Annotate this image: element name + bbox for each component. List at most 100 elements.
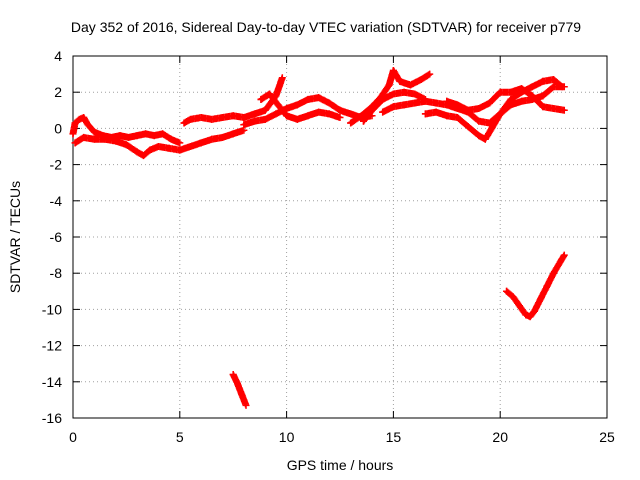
data-point xyxy=(159,130,167,138)
data-point xyxy=(528,92,536,100)
data-point xyxy=(278,74,286,82)
data-point xyxy=(475,104,483,112)
y-tick-label: -10 xyxy=(42,301,62,317)
data-point xyxy=(208,135,216,143)
data-point xyxy=(315,94,323,102)
data-point xyxy=(219,114,227,122)
series-arc-11 xyxy=(229,371,250,409)
data-point xyxy=(550,76,558,84)
series-arc-10 xyxy=(443,85,568,114)
data-point xyxy=(560,251,568,259)
data-point xyxy=(389,90,397,98)
data-point xyxy=(443,112,451,120)
data-point xyxy=(283,112,291,120)
data-point xyxy=(261,106,269,114)
series-arc-2 xyxy=(71,126,248,160)
series-arc-4 xyxy=(240,94,376,129)
data-point xyxy=(379,95,387,103)
data-point xyxy=(229,130,237,138)
data-point xyxy=(180,119,188,127)
y-tick-label: -8 xyxy=(50,265,63,281)
data-series xyxy=(69,66,568,409)
data-point xyxy=(486,99,494,107)
data-point xyxy=(304,95,312,103)
data-point xyxy=(558,83,566,91)
data-point xyxy=(396,77,404,85)
data-point xyxy=(421,97,429,105)
data-point xyxy=(464,106,472,114)
y-tick-label: -4 xyxy=(50,193,63,209)
y-tick-label: -16 xyxy=(42,410,62,426)
x-tick-label: 5 xyxy=(176,429,184,445)
data-point xyxy=(122,141,130,149)
data-point xyxy=(539,103,547,111)
data-point xyxy=(509,293,517,301)
data-point xyxy=(165,144,173,152)
data-point xyxy=(80,114,88,122)
data-point xyxy=(526,313,534,321)
data-point xyxy=(389,103,397,111)
data-point xyxy=(481,135,489,143)
data-point xyxy=(272,110,280,118)
data-point xyxy=(359,117,367,125)
data-point xyxy=(537,295,545,303)
data-point xyxy=(522,311,530,319)
data-point xyxy=(266,90,274,98)
data-point xyxy=(150,132,158,140)
data-point xyxy=(503,287,511,295)
data-point xyxy=(125,133,133,141)
x-tick-label: 20 xyxy=(492,429,508,445)
data-point xyxy=(261,115,269,123)
series-arc-3 xyxy=(180,74,286,127)
x-tick-label: 15 xyxy=(386,429,402,445)
series-arc-12 xyxy=(503,251,568,321)
data-point xyxy=(453,114,461,122)
data-point xyxy=(432,99,440,107)
data-point xyxy=(69,130,77,138)
data-point xyxy=(411,90,419,98)
y-tick-label: 2 xyxy=(54,84,62,100)
data-point xyxy=(176,146,184,154)
data-point xyxy=(146,146,154,154)
y-tick-label: 0 xyxy=(54,120,62,136)
data-point xyxy=(368,106,376,114)
data-point xyxy=(496,110,504,118)
data-point xyxy=(556,258,564,266)
data-point xyxy=(530,307,538,315)
data-point xyxy=(315,108,323,116)
data-point xyxy=(325,99,333,107)
data-point xyxy=(167,135,175,143)
data-point xyxy=(539,92,547,100)
data-point xyxy=(400,88,408,96)
data-point xyxy=(488,124,496,132)
data-point xyxy=(347,110,355,118)
data-point xyxy=(325,110,333,118)
data-point xyxy=(257,95,265,103)
data-point xyxy=(154,143,162,150)
data-point xyxy=(385,81,393,89)
data-point xyxy=(90,128,98,136)
data-point xyxy=(80,133,88,141)
data-point xyxy=(453,101,461,109)
data-point xyxy=(229,371,237,379)
y-tick-label: -6 xyxy=(50,229,63,245)
data-point xyxy=(417,76,425,84)
x-tick-label: 10 xyxy=(279,429,295,445)
data-point xyxy=(293,101,301,109)
data-point xyxy=(518,85,526,93)
data-point xyxy=(357,112,365,120)
data-point xyxy=(176,139,184,147)
data-point xyxy=(274,101,282,109)
data-point xyxy=(133,132,141,140)
data-point xyxy=(389,66,397,74)
data-point xyxy=(347,119,355,127)
data-point xyxy=(90,135,98,143)
data-point xyxy=(518,97,526,105)
data-point xyxy=(242,401,250,409)
data-point xyxy=(142,130,150,138)
data-point xyxy=(475,132,483,140)
data-point xyxy=(233,380,241,388)
data-point xyxy=(560,106,568,114)
data-point xyxy=(550,269,558,277)
